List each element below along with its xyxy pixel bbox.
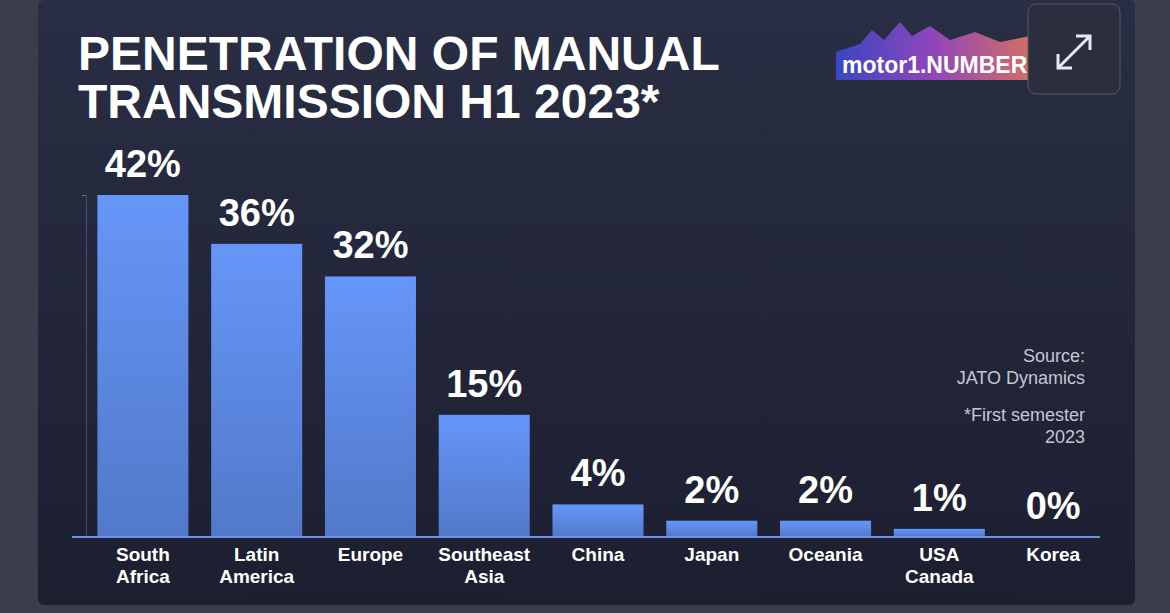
y-axis-line <box>82 196 87 538</box>
annotation: *First semester <box>964 405 1085 425</box>
data-label: 32% <box>332 224 408 266</box>
y-axis <box>82 196 87 538</box>
y-tick <box>82 195 86 196</box>
data-label: 1% <box>912 477 967 519</box>
x-axis-line <box>72 536 1100 538</box>
x-tick: USACanada <box>905 537 974 587</box>
x-tick-label: SouthAfrica <box>116 544 170 587</box>
page-background <box>0 0 1170 613</box>
x-axis: SouthAfrica LatinAmerica Europe SoutheastAs… <box>72 537 1100 587</box>
bar <box>97 195 188 537</box>
x-tick-label: USACanada <box>905 544 974 587</box>
x-tick-label: Oceania <box>789 544 863 565</box>
bar <box>439 415 530 537</box>
bar <box>211 244 302 537</box>
bars <box>97 195 984 537</box>
annotation: Source: <box>1023 346 1085 366</box>
data-label: 42% <box>105 143 181 185</box>
chart: PENETRATION OF MANUALTRANSMISSION H1 202… <box>0 0 1170 613</box>
x-tick-label: Korea <box>1026 544 1080 565</box>
bar <box>666 521 757 537</box>
x-tick-label: SoutheastAsia <box>438 544 531 587</box>
data-label: 4% <box>571 452 626 494</box>
x-tick: Japan <box>684 537 739 565</box>
expand-icon-box <box>1028 4 1120 94</box>
annotation: JATO Dynamics <box>957 368 1085 388</box>
bar <box>325 276 416 537</box>
annotation: 2023 <box>1045 427 1085 447</box>
x-tick: LatinAmerica <box>219 537 294 587</box>
x-tick-label: LatinAmerica <box>219 544 294 587</box>
y-tick-mark <box>82 195 86 196</box>
bar <box>780 521 871 537</box>
x-tick: Korea <box>1026 537 1080 565</box>
x-tick: Europe <box>338 537 403 565</box>
logo: motor1.NUMBERS <box>836 22 1043 80</box>
logo-text: motor1.NUMBERS <box>842 52 1043 78</box>
x-tick: China <box>572 537 625 565</box>
x-tick-label: Japan <box>684 544 739 565</box>
bar <box>552 504 643 537</box>
x-tick-label: China <box>572 544 625 565</box>
expand-icon <box>1028 4 1120 94</box>
data-label: 36% <box>219 192 295 234</box>
annotations: Source:JATO Dynamics *First semester2023 <box>957 346 1085 447</box>
data-labels: 42% 36% 32% 15% 4% 2% 2% 1% 0% <box>105 143 1081 527</box>
data-label: 0% <box>1026 485 1081 527</box>
expand-icon-arrow <box>1058 36 1090 68</box>
panel-background <box>38 0 1135 605</box>
x-tick: SoutheastAsia <box>438 537 531 587</box>
bar <box>894 529 985 537</box>
data-label: 15% <box>446 363 522 405</box>
data-label: 2% <box>798 469 853 511</box>
x-tick: SouthAfrica <box>116 537 170 587</box>
x-tick: Oceania <box>789 537 863 565</box>
chart-title: PENETRATION OF MANUALTRANSMISSION H1 202… <box>78 27 720 128</box>
data-label: 2% <box>684 469 739 511</box>
x-tick-label: Europe <box>338 544 403 565</box>
